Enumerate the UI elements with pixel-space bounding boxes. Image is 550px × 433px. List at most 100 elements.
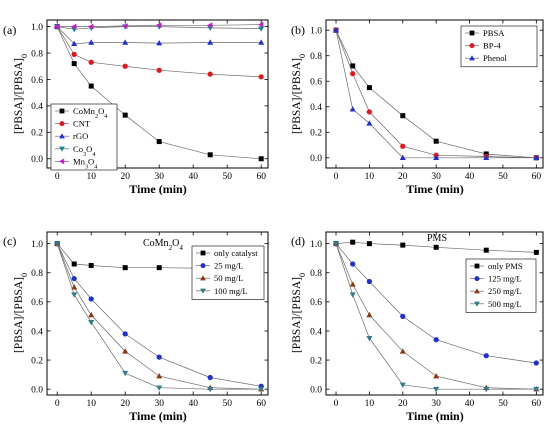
- legend-marker: [469, 43, 475, 49]
- legend-label: 100 mg/L: [214, 286, 248, 296]
- legend-entry: 50 mg/L: [196, 273, 243, 283]
- y-tick-label: 0.2: [310, 129, 322, 139]
- x-tick-label: 30: [154, 172, 164, 182]
- legend-label: BP-4: [483, 41, 501, 51]
- data-point: [350, 70, 356, 77]
- y-tick-label: 0.0: [310, 385, 322, 395]
- panel-label: (d): [291, 234, 305, 248]
- y-tick-label: 1.0: [310, 240, 322, 250]
- legend-entry: CNT: [55, 119, 91, 129]
- data-point: [207, 386, 214, 393]
- legend-entry: only PMS: [470, 261, 523, 271]
- legend-label: CoMn2O4: [73, 106, 107, 120]
- data-point: [71, 275, 77, 282]
- data-point: [258, 156, 264, 162]
- legend-entry: rGO: [55, 131, 88, 141]
- x-tick-label: 50: [222, 172, 232, 182]
- x-tick-label: 20: [398, 399, 408, 409]
- plot-frame: [325, 231, 544, 396]
- legend-label: 500 mg/L: [488, 299, 522, 309]
- data-point: [71, 61, 77, 67]
- panel-label: (a): [3, 23, 16, 37]
- data-point: [366, 120, 373, 126]
- plot-annotation: PMS: [427, 233, 447, 244]
- x-tick-label: 0: [55, 172, 60, 182]
- panel-label: (b): [291, 23, 305, 37]
- x-axis-title: Time (min): [406, 409, 463, 423]
- data-point: [156, 265, 162, 271]
- data-point: [122, 22, 128, 29]
- data-point: [349, 292, 356, 298]
- data-point: [366, 311, 373, 318]
- x-axis-title: Time (min): [129, 182, 186, 196]
- y-tick-label: 0.4: [310, 327, 322, 337]
- data-point: [433, 337, 439, 343]
- data-point: [71, 284, 78, 290]
- data-point: [333, 27, 340, 33]
- data-point: [54, 241, 61, 247]
- legend-label: Mn3O4: [73, 156, 97, 170]
- panel-label: (c): [3, 234, 16, 248]
- data-point: [122, 348, 129, 354]
- y-tick-label: 0.6: [310, 78, 322, 88]
- data-point: [350, 239, 356, 245]
- x-tick-label: 30: [431, 399, 441, 409]
- data-point: [54, 23, 60, 30]
- legend-marker: [59, 133, 65, 139]
- y-tick-label: 0.6: [310, 298, 322, 308]
- data-point: [122, 39, 129, 45]
- data-point: [156, 372, 163, 379]
- data-point: [483, 247, 489, 253]
- legend-entry: 500 mg/L: [470, 299, 522, 309]
- data-point: [207, 39, 214, 45]
- x-tick-label: 0: [55, 399, 60, 409]
- data-point: [258, 26, 265, 32]
- y-axis-title: [PBSA]/[PBSA]0: [291, 54, 307, 134]
- chart-panel-2: (b) 0 10 20 30 40 50 60 0.0 0.2 0.4 0.6 0.8 1.0 Time (…: [291, 19, 544, 196]
- legend-entry: Mn3O4: [55, 156, 97, 170]
- legend-entry: Co3O4: [55, 144, 95, 158]
- x-tick-label: 20: [120, 172, 130, 182]
- x-tick-label: 0: [334, 172, 339, 182]
- data-point: [71, 23, 77, 30]
- y-axis-title: [PBSA]/[PBSA]0: [291, 273, 307, 353]
- plot-annotation: CoMn2O4: [143, 238, 183, 252]
- data-point: [366, 335, 373, 342]
- y-tick-label: 1.0: [31, 240, 43, 250]
- y-tick-label: 0.2: [31, 129, 43, 139]
- x-tick-label: 60: [532, 172, 542, 182]
- y-tick-label: 0.8: [31, 269, 43, 279]
- legend-label: Co3O4: [73, 144, 95, 158]
- data-point: [156, 139, 162, 145]
- series-100-mg-l: [54, 241, 265, 393]
- y-tick-label: 0.4: [310, 103, 322, 113]
- legend-entry: CoMn2O4: [55, 106, 107, 120]
- legend-label: 50 mg/L: [214, 273, 243, 283]
- legend-label: 250 mg/L: [488, 286, 522, 296]
- x-axis-title: Time (min): [129, 409, 186, 423]
- legend-marker: [59, 108, 65, 114]
- y-tick-label: 1.0: [310, 27, 322, 37]
- data-point: [88, 296, 94, 302]
- x-tick-label: 50: [222, 399, 232, 409]
- plot-frame: [46, 231, 269, 396]
- legend-marker: [59, 146, 65, 152]
- y-axis-title: [PBSA]/[PBSA]0: [13, 273, 29, 353]
- data-point: [71, 261, 77, 267]
- data-point: [399, 382, 406, 388]
- x-tick-label: 40: [465, 399, 475, 409]
- data-point: [533, 360, 539, 366]
- data-point: [258, 74, 264, 80]
- chart-panel-4: (d) 0 10 20 30 40 50 60 0.0 0.2 0.4 0.6 0.8 1.0 Time (…: [291, 231, 544, 423]
- y-tick-label: 0.0: [310, 154, 322, 164]
- x-tick-label: 10: [86, 399, 96, 409]
- legend-marker: [59, 158, 65, 165]
- series-500-mg-l: [333, 241, 540, 393]
- y-tick-label: 1.0: [31, 23, 43, 33]
- data-point: [207, 374, 213, 381]
- legend-label: PBSA: [483, 28, 505, 38]
- data-point: [207, 152, 213, 158]
- legend-label: only catalyst: [214, 248, 258, 258]
- y-tick-label: 0.4: [31, 327, 43, 337]
